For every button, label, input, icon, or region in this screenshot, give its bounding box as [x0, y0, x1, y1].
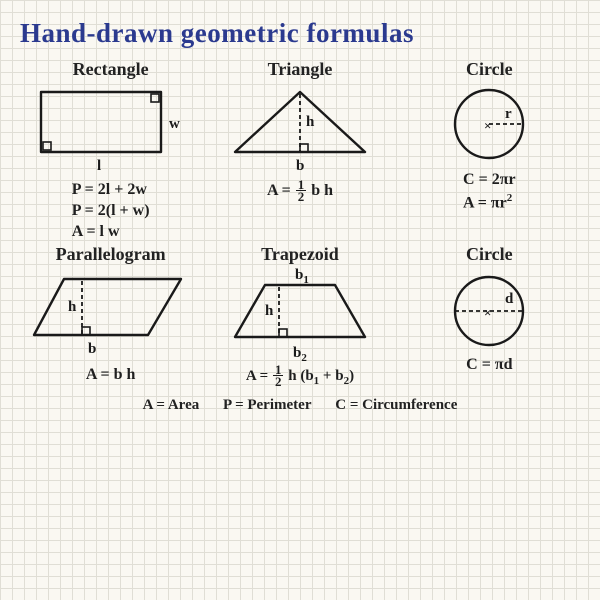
figure-rectangle: w l: [26, 84, 196, 174]
legend-perimeter: P = Perimeter: [223, 397, 312, 413]
formulas-circle-d: C = πd: [466, 355, 512, 376]
svg-text:×: ×: [484, 305, 491, 320]
cell-rectangle: Rectangle w l P = 2l + 2w P = 2(l + w) A…: [20, 59, 201, 242]
label-d: d: [505, 291, 514, 307]
label-pb: b: [88, 341, 96, 357]
figure-circle-r: × r: [414, 84, 564, 164]
svg-text:×: ×: [484, 118, 491, 133]
label-r: r: [505, 106, 512, 122]
cell-circle-r: Circle × r C = 2πr A = πr2: [399, 59, 580, 242]
label-w: w: [169, 116, 180, 132]
page: Hand-drawn geometric formulas Rectangle …: [0, 0, 600, 600]
svg-text:b1: b1: [295, 267, 309, 286]
label-b: b: [296, 158, 304, 174]
heading-triangle: Triangle: [268, 59, 333, 80]
heading-rectangle: Rectangle: [73, 59, 149, 80]
label-h: h: [306, 114, 315, 130]
formulas-circle-r: C = 2πr A = πr2: [463, 170, 516, 214]
label-th: h: [265, 303, 274, 319]
figure-circle-d: × d: [414, 269, 564, 349]
heading-trapezoid: Trapezoid: [261, 244, 339, 265]
figure-parallelogram: h b: [26, 269, 196, 359]
legend-circumference: C = Circumference: [335, 397, 457, 413]
heading-circle-r: Circle: [466, 59, 513, 80]
cell-circle-d: Circle × d C = πd: [399, 244, 580, 388]
heading-parallelogram: Parallelogram: [56, 244, 166, 265]
cell-trapezoid: Trapezoid b1 h b2 A = 12 h (b1 + b2): [209, 244, 390, 388]
figure-triangle: h b: [215, 84, 385, 174]
figure-trapezoid: b1 h b2: [215, 269, 385, 359]
page-title: Hand-drawn geometric formulas: [20, 18, 580, 49]
formulas-rectangle: P = 2l + 2w P = 2(l + w) A = l w: [72, 180, 150, 242]
label-l: l: [97, 158, 101, 174]
label-ph: h: [68, 299, 77, 315]
shapes-grid: Rectangle w l P = 2l + 2w P = 2(l + w) A…: [20, 59, 580, 389]
formulas-trapezoid: A = 12 h (b1 + b2): [246, 365, 354, 388]
formulas-triangle: A = 12 b h: [267, 180, 333, 203]
svg-text:b2: b2: [293, 345, 307, 364]
formulas-parallelogram: A = b h: [86, 365, 136, 386]
cell-parallelogram: Parallelogram h b A = b h: [20, 244, 201, 388]
cell-triangle: Triangle h b A = 12 b h: [209, 59, 390, 242]
legend: A = Area P = Perimeter C = Circumference: [20, 397, 580, 414]
heading-circle-d: Circle: [466, 244, 513, 265]
legend-area: A = Area: [143, 397, 200, 413]
